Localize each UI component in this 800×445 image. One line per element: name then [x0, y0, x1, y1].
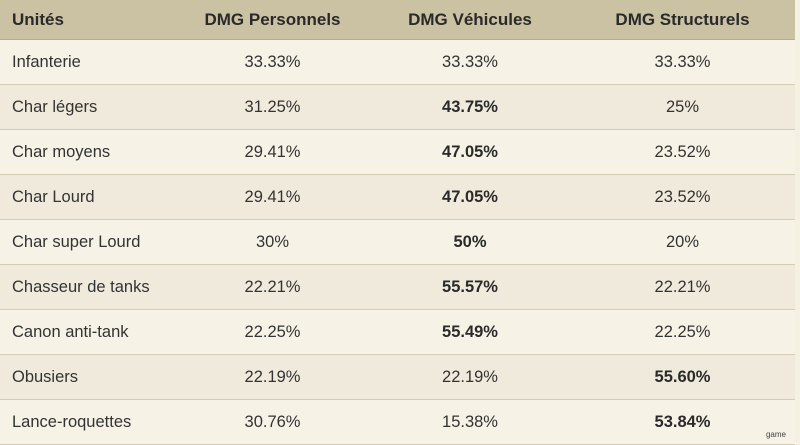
cell-vehicules: 47.05% — [370, 129, 570, 175]
cell-structurels: 23.52% — [570, 174, 795, 220]
cell-vehicules: 43.75% — [370, 84, 570, 130]
cell-structurels: 22.25% — [570, 309, 795, 355]
unit-name: Obusiers — [0, 354, 175, 400]
header-dmg-structurels: DMG Structurels — [570, 0, 795, 40]
cell-personnels: 29.41% — [175, 174, 370, 220]
unit-name: Char super Lourd — [0, 219, 175, 265]
table-row: Infanterie 33.33% 33.33% 33.33% — [0, 39, 795, 85]
cell-structurels: 33.33% — [570, 39, 795, 85]
cell-structurels: 55.60% — [570, 354, 795, 400]
cell-structurels: 20% — [570, 219, 795, 265]
header-dmg-vehicules: DMG Véhicules — [370, 0, 570, 40]
cell-structurels: 25% — [570, 84, 795, 130]
table-row: Canon anti-tank 22.25% 55.49% 22.25% — [0, 309, 795, 355]
unit-name: Char légers — [0, 84, 175, 130]
watermark-text: game — [765, 430, 786, 439]
header-unites: Unités — [0, 0, 175, 40]
table-row: Obusiers 22.19% 22.19% 55.60% — [0, 354, 795, 400]
cell-vehicules: 50% — [370, 219, 570, 265]
unit-name: Lance-roquettes — [0, 399, 175, 445]
cell-personnels: 30% — [175, 219, 370, 265]
table-row: Char moyens 29.41% 47.05% 23.52% — [0, 129, 795, 175]
cell-vehicules: 22.19% — [370, 354, 570, 400]
cell-vehicules: 15.38% — [370, 399, 570, 445]
header-dmg-personnels: DMG Personnels — [175, 0, 370, 40]
cell-personnels: 29.41% — [175, 129, 370, 175]
unit-name: Char moyens — [0, 129, 175, 175]
cell-structurels: 22.21% — [570, 264, 795, 310]
unit-name: Infanterie — [0, 39, 175, 85]
unit-name: Canon anti-tank — [0, 309, 175, 355]
cell-personnels: 22.25% — [175, 309, 370, 355]
cell-personnels: 30.76% — [175, 399, 370, 445]
table-row: Char super Lourd 30% 50% 20% — [0, 219, 795, 265]
cell-structurels: 53.84% — [570, 399, 795, 445]
cell-vehicules: 33.33% — [370, 39, 570, 85]
unit-name: Chasseur de tanks — [0, 264, 175, 310]
cell-vehicules: 55.49% — [370, 309, 570, 355]
header-row: Unités DMG Personnels DMG Véhicules DMG … — [0, 0, 795, 40]
cell-vehicules: 47.05% — [370, 174, 570, 220]
cell-vehicules: 55.57% — [370, 264, 570, 310]
cell-personnels: 22.19% — [175, 354, 370, 400]
table-row: Char Lourd 29.41% 47.05% 23.52% — [0, 174, 795, 220]
cell-personnels: 22.21% — [175, 264, 370, 310]
table-row: Lance-roquettes 30.76% 15.38% 53.84% — [0, 399, 795, 445]
cell-personnels: 33.33% — [175, 39, 370, 85]
table-row: Chasseur de tanks 22.21% 55.57% 22.21% — [0, 264, 795, 310]
unit-name: Char Lourd — [0, 174, 175, 220]
cell-structurels: 23.52% — [570, 129, 795, 175]
table-row: Char légers 31.25% 43.75% 25% — [0, 84, 795, 130]
cell-personnels: 31.25% — [175, 84, 370, 130]
